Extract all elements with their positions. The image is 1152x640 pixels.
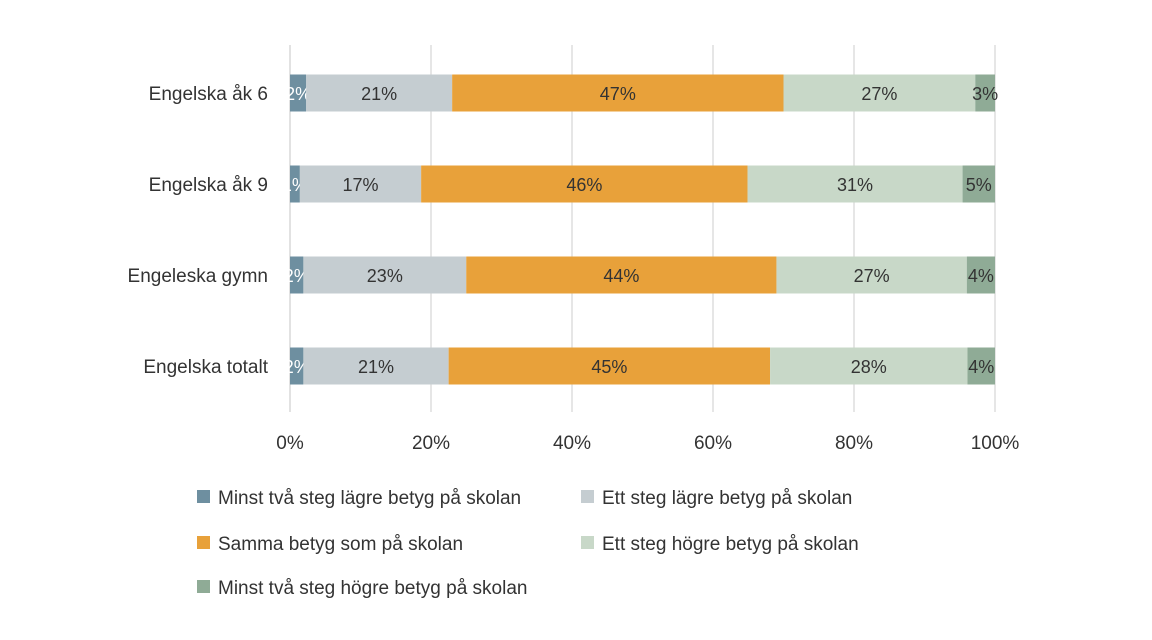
data-label: 4% <box>968 266 994 286</box>
category-label: Engeleska gymn <box>128 266 268 287</box>
bar-segment <box>290 256 304 294</box>
data-label: 5% <box>966 175 992 195</box>
x-tick-label: 0% <box>276 433 304 454</box>
data-label: 4% <box>968 357 994 377</box>
data-label: 44% <box>603 266 639 286</box>
bar-segment <box>967 347 995 385</box>
bar-segment <box>962 165 995 203</box>
bar-segment <box>290 347 304 385</box>
legend-swatch <box>581 490 594 503</box>
data-label: 2% <box>284 266 310 286</box>
x-tick-label: 80% <box>835 433 873 454</box>
bar-segment <box>975 74 995 112</box>
bar-segment <box>783 74 976 112</box>
x-axis-tick-labels: 0% 20% 40% 60% 80% 100% <box>276 433 1019 454</box>
bar-segment <box>966 256 995 294</box>
data-label: 21% <box>358 357 394 377</box>
bar-segment <box>290 165 300 203</box>
x-tick-label: 40% <box>553 433 591 454</box>
legend-swatch <box>197 580 210 593</box>
legend-swatch <box>581 536 594 549</box>
bar-segment <box>747 165 963 203</box>
data-label: 28% <box>851 357 887 377</box>
x-tick-label: 20% <box>412 433 450 454</box>
bars: 2% 21% 47% 27% 3%1% 17% 46% 31% 5%2% 23% 44% 27% 4%2… <box>282 74 998 385</box>
data-label: 47% <box>600 84 636 104</box>
data-label: 46% <box>566 175 602 195</box>
data-label: 23% <box>367 266 403 286</box>
bar-segment <box>770 347 968 385</box>
legend-swatch <box>197 490 210 503</box>
data-label: 3% <box>972 84 998 104</box>
bar-segment <box>421 165 748 203</box>
legend-label: Ett steg högre betyg på skolan <box>602 534 859 555</box>
legend-item: Samma betyg som på skolan <box>197 534 463 555</box>
legend-label: Ett steg lägre betyg på skolan <box>602 488 852 509</box>
legend-label: Minst två steg lägre betyg på skolan <box>218 488 521 509</box>
x-tick-label: 60% <box>694 433 732 454</box>
legend-label: Minst två steg högre betyg på skolan <box>218 578 527 599</box>
x-tick-label: 100% <box>971 433 1020 454</box>
data-label: 17% <box>342 175 378 195</box>
bar-segment <box>290 74 307 112</box>
legend-swatch <box>197 536 210 549</box>
bar-segment <box>448 347 771 385</box>
legend-item: Minst två steg högre betyg på skolan <box>197 578 527 599</box>
data-label: 21% <box>361 84 397 104</box>
data-label: 31% <box>837 175 873 195</box>
legend-label: Samma betyg som på skolan <box>218 534 463 555</box>
category-label: Engelska åk 9 <box>149 175 268 196</box>
bar-segment <box>299 165 422 203</box>
bar-segment <box>306 74 453 112</box>
legend: Minst två steg lägre betyg på skolan Ett … <box>197 488 859 599</box>
bar-segment <box>303 256 467 294</box>
category-label: Engelska åk 6 <box>149 84 268 105</box>
data-label: 27% <box>861 84 897 104</box>
bar-segment <box>466 256 777 294</box>
bar-segment <box>303 347 449 385</box>
data-label: 27% <box>854 266 890 286</box>
data-label: 45% <box>591 357 627 377</box>
category-label: Engelska totalt <box>143 357 268 378</box>
legend-item: Minst två steg lägre betyg på skolan <box>197 488 521 509</box>
legend-item: Ett steg lägre betyg på skolan <box>581 488 852 509</box>
category-labels: Engelska åk 6 Engelska åk 9 Engeleska gymn… <box>128 84 269 378</box>
data-label: 2% <box>285 84 311 104</box>
data-label: 2% <box>284 357 310 377</box>
bar-segment <box>452 74 784 112</box>
bar-segment <box>776 256 967 294</box>
legend-item: Ett steg högre betyg på skolan <box>581 534 859 555</box>
